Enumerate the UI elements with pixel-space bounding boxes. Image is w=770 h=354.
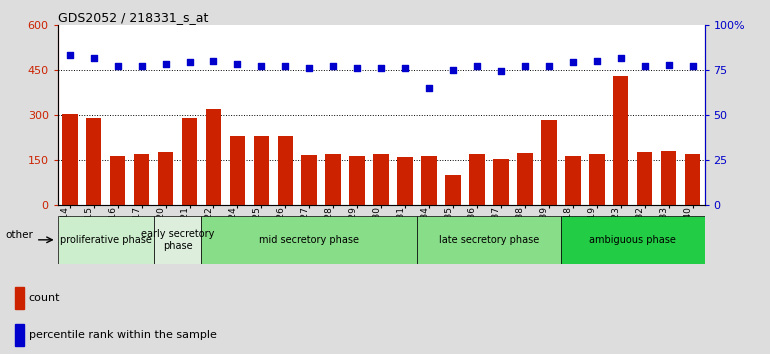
- Text: GSM109834: GSM109834: [420, 206, 429, 261]
- Point: [447, 67, 459, 73]
- Point: [567, 59, 579, 65]
- Point: [231, 62, 243, 67]
- Bar: [561, 216, 705, 264]
- Text: GSM109837: GSM109837: [492, 206, 501, 261]
- Text: GSM109816: GSM109816: [109, 206, 118, 261]
- Bar: [110, 156, 126, 205]
- Bar: [517, 153, 533, 205]
- Bar: [153, 216, 202, 264]
- Point: [375, 65, 387, 70]
- Text: GSM109814: GSM109814: [61, 206, 70, 261]
- Point: [470, 63, 483, 69]
- Text: GSM109830: GSM109830: [372, 206, 381, 261]
- Point: [495, 68, 507, 73]
- Text: GSM109831: GSM109831: [396, 206, 405, 261]
- Bar: [421, 156, 437, 205]
- Point: [183, 59, 196, 65]
- Point: [303, 65, 316, 70]
- Text: GSM109827: GSM109827: [300, 206, 310, 261]
- Text: GSM109817: GSM109817: [132, 206, 142, 261]
- Bar: [373, 154, 389, 205]
- Bar: [661, 151, 676, 205]
- Bar: [326, 154, 341, 205]
- Bar: [565, 156, 581, 205]
- Text: GSM109826: GSM109826: [276, 206, 286, 261]
- Bar: [253, 136, 270, 205]
- Bar: [229, 136, 245, 205]
- Bar: [637, 152, 652, 205]
- Point: [638, 63, 651, 69]
- Text: GSM109821: GSM109821: [180, 206, 189, 261]
- Text: GSM109840: GSM109840: [684, 206, 692, 261]
- Text: early secretory
phase: early secretory phase: [141, 229, 214, 251]
- Point: [351, 65, 363, 70]
- Point: [614, 55, 627, 61]
- Text: GSM109815: GSM109815: [85, 206, 94, 261]
- Point: [64, 52, 76, 58]
- Point: [591, 58, 603, 64]
- Text: GSM109823: GSM109823: [611, 206, 621, 261]
- Bar: [86, 118, 102, 205]
- Text: GSM109833: GSM109833: [660, 206, 668, 261]
- Text: mid secretory phase: mid secretory phase: [259, 235, 360, 245]
- Bar: [206, 109, 221, 205]
- Point: [519, 63, 531, 69]
- Text: percentile rank within the sample: percentile rank within the sample: [28, 330, 216, 340]
- Bar: [493, 159, 509, 205]
- Bar: [417, 216, 561, 264]
- Bar: [15, 324, 25, 346]
- Bar: [158, 152, 173, 205]
- Text: GSM109822: GSM109822: [205, 206, 213, 261]
- Bar: [182, 118, 197, 205]
- Text: GSM109819: GSM109819: [588, 206, 597, 261]
- Bar: [134, 154, 149, 205]
- Text: other: other: [6, 230, 34, 240]
- Bar: [277, 136, 293, 205]
- Text: GSM109836: GSM109836: [468, 206, 477, 261]
- Bar: [613, 76, 628, 205]
- Bar: [350, 156, 365, 205]
- Point: [327, 63, 340, 69]
- Text: GSM109838: GSM109838: [516, 206, 525, 261]
- Bar: [62, 114, 78, 205]
- Text: ambiguous phase: ambiguous phase: [589, 235, 676, 245]
- Text: GSM109820: GSM109820: [156, 206, 166, 261]
- Point: [543, 63, 555, 69]
- Text: GSM109818: GSM109818: [564, 206, 573, 261]
- Bar: [589, 154, 604, 205]
- Text: GSM109832: GSM109832: [636, 206, 644, 261]
- Bar: [685, 154, 701, 205]
- Bar: [302, 155, 317, 205]
- Bar: [445, 175, 460, 205]
- Text: GSM109824: GSM109824: [229, 206, 237, 261]
- Bar: [202, 216, 417, 264]
- Bar: [397, 157, 413, 205]
- Point: [159, 61, 172, 67]
- Text: proliferative phase: proliferative phase: [60, 235, 152, 245]
- Point: [112, 63, 124, 69]
- Text: GSM109828: GSM109828: [324, 206, 333, 261]
- Text: GSM109839: GSM109839: [540, 206, 549, 261]
- Point: [399, 65, 411, 70]
- Text: GSM109825: GSM109825: [253, 206, 261, 261]
- Bar: [15, 287, 25, 309]
- Text: GSM109829: GSM109829: [348, 206, 357, 261]
- Point: [662, 63, 675, 68]
- Point: [207, 59, 219, 64]
- Text: late secretory phase: late secretory phase: [439, 235, 539, 245]
- Point: [280, 63, 292, 69]
- Bar: [58, 216, 153, 264]
- Point: [686, 63, 698, 69]
- Bar: [541, 120, 557, 205]
- Text: GSM109835: GSM109835: [444, 206, 453, 261]
- Point: [136, 63, 148, 69]
- Point: [255, 63, 267, 69]
- Text: GDS2052 / 218331_s_at: GDS2052 / 218331_s_at: [58, 11, 208, 24]
- Point: [88, 56, 100, 61]
- Text: count: count: [28, 293, 60, 303]
- Point: [423, 85, 435, 91]
- Bar: [469, 154, 485, 205]
